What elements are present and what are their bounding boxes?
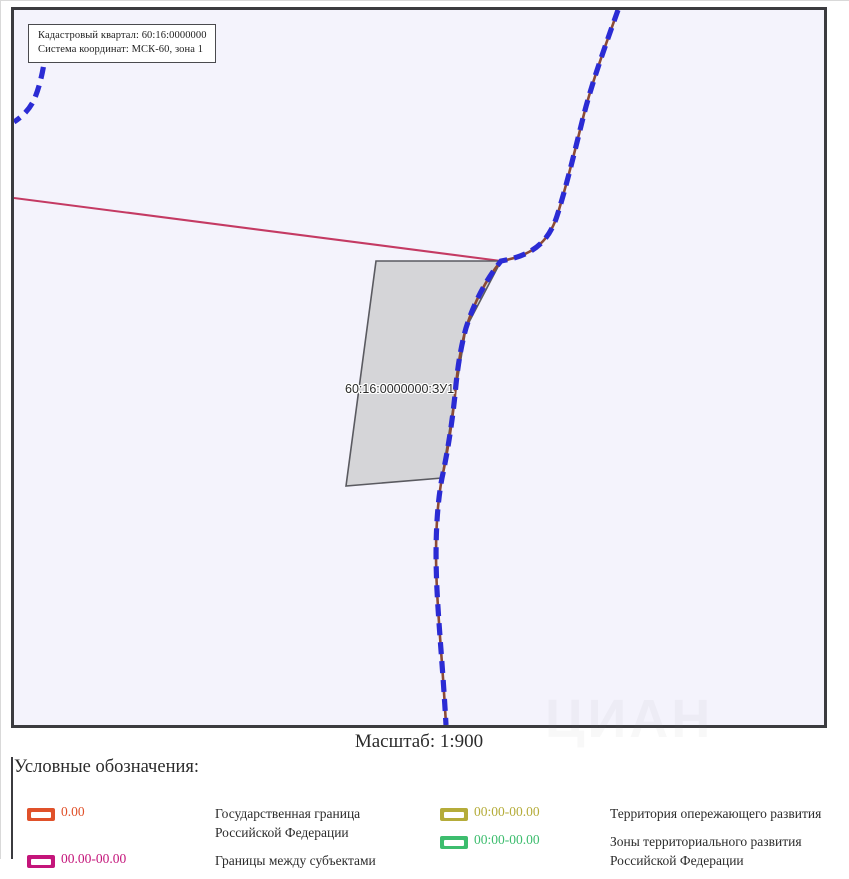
subject-boundary-line xyxy=(14,196,502,263)
legend-column-left: 0.00 Государственная граница Российской … xyxy=(27,804,427,879)
legend-code-state-border: 0.00 xyxy=(61,804,85,819)
state-boundary-fragment-upper-left xyxy=(14,47,49,125)
state-boundary-base-line xyxy=(434,10,620,725)
legend-desc-advanced-development: Территория опережающего развития xyxy=(610,806,822,821)
legend-item-advanced-development[interactable]: 00:00-00.00 Территория опережающего разв… xyxy=(440,804,840,832)
legend-left-rule xyxy=(11,757,13,859)
map-drawing[interactable] xyxy=(14,10,824,725)
legend-item-subject-border[interactable]: 00.00-00.00 Границы между субъектами xyxy=(27,851,427,879)
legend-item-state-border[interactable]: 0.00 Государственная граница Российской … xyxy=(27,804,427,840)
legend-item-territorial-zones[interactable]: 00:00-00.00 Зоны территориального развит… xyxy=(440,832,840,868)
coordinate-system-text: Система координат: МСК-60, зона 1 xyxy=(38,44,204,55)
map-frame[interactable]: Кадастровый квартал: 60:16:0000000 Систе… xyxy=(11,7,827,728)
legend-section: Условные обозначения: 0.00 Государственн… xyxy=(0,757,849,868)
map-scale-caption: Масштаб: 1:900 xyxy=(354,731,484,752)
cadastral-quarter-text: Кадастровый квартал: 60:16:0000000 xyxy=(38,30,207,41)
legend-swatch-territorial-zones xyxy=(440,836,468,849)
state-boundary-dashed-line xyxy=(433,10,621,725)
legend-desc-subject-border: Границы между субъектами xyxy=(215,853,376,868)
legend-swatch-advanced-development xyxy=(440,808,468,821)
legend-desc-state-border: Государственная граница Российской Федер… xyxy=(215,806,361,840)
legend-code-subject-border: 00.00-00.00 xyxy=(61,851,127,866)
legend-swatch-subject-border xyxy=(27,855,55,868)
legend-column-right: 00:00-00.00 Территория опережающего разв… xyxy=(440,804,840,868)
parcel-label: 60:16:0000000:ЗУ1 xyxy=(345,382,455,396)
sheet-top-edge xyxy=(0,0,849,1)
legend-desc-territorial-zones: Зоны территориального развития Российско… xyxy=(610,834,802,868)
legend-code-territorial-zones: 00:00-00.00 xyxy=(474,832,540,847)
map-info-box: Кадастровый квартал: 60:16:0000000 Систе… xyxy=(28,24,216,63)
sheet-left-edge xyxy=(0,0,1,859)
legend-title: Условные обозначения: xyxy=(14,757,200,777)
legend-code-advanced-development: 00:00-00.00 xyxy=(474,804,540,819)
legend-swatch-state-border xyxy=(27,808,55,821)
